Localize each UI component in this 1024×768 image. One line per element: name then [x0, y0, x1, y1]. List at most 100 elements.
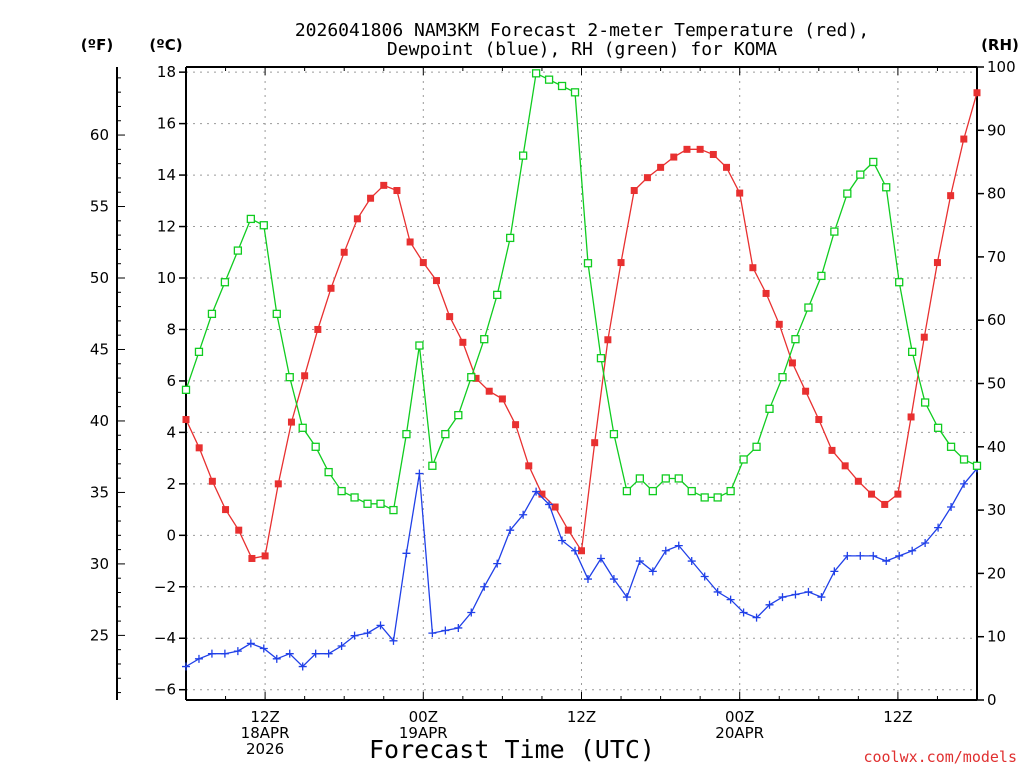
dewpoint-point	[622, 593, 631, 602]
fahrenheit-tick-label: 50	[90, 269, 109, 287]
dewpoint-point	[194, 654, 203, 663]
rh-unit-label: (RH)	[981, 36, 1019, 54]
dewpoint-point	[583, 575, 592, 584]
temperature-point	[248, 554, 256, 562]
dewpoint-point	[778, 593, 787, 602]
rh-point	[480, 335, 489, 344]
temperature-point	[670, 153, 678, 161]
rh-point	[946, 442, 956, 451]
rh-tick-label: 100	[987, 58, 1016, 76]
rh-point	[363, 499, 372, 508]
dewpoint-point	[350, 631, 359, 640]
temperature-point	[551, 503, 559, 511]
temperature-point	[195, 444, 203, 452]
celsius-tick-label: 8	[166, 320, 176, 338]
celsius-tick-label: 12	[157, 218, 176, 236]
rh-point	[972, 461, 982, 470]
dewpoint-point	[558, 536, 567, 545]
x-tick-label: 12Z	[883, 708, 912, 726]
temperature-point	[498, 395, 506, 403]
rh-point	[817, 271, 826, 281]
rh-point	[933, 423, 943, 432]
rh-point	[635, 474, 645, 483]
temperature-point	[960, 135, 968, 143]
rh-point	[518, 151, 528, 160]
rh-point	[908, 347, 917, 357]
dewpoint-point	[233, 647, 242, 656]
series-rh	[181, 69, 982, 515]
temperature-point	[920, 333, 928, 341]
temperature-point	[235, 526, 243, 534]
dewpoint-line	[185, 467, 978, 668]
rh-point	[259, 221, 268, 230]
dewpoint-point	[752, 613, 761, 622]
temperature-point	[472, 374, 480, 382]
temperature-point	[406, 238, 414, 246]
temperature-point	[762, 289, 770, 297]
dewpoint-point	[182, 662, 190, 671]
rh-point	[311, 442, 320, 451]
temperature-point	[973, 89, 981, 97]
rh-point	[648, 486, 657, 496]
dewpoint-point	[311, 649, 320, 658]
rh-point	[765, 404, 774, 413]
rh-point	[350, 493, 359, 502]
rh-tick-label: 50	[987, 375, 1006, 393]
dewpoint-point	[700, 572, 709, 581]
celsius-unit-label: (ºC)	[149, 36, 182, 54]
temperature-point	[657, 163, 665, 171]
rh-point	[895, 278, 904, 287]
fahrenheit-tick-label: 45	[90, 340, 109, 358]
dewpoint-point	[376, 621, 385, 630]
temperature-point	[736, 189, 744, 197]
celsius-tick-label: −6	[154, 681, 176, 699]
celsius-tick-label: −2	[154, 578, 176, 596]
rh-point	[220, 278, 230, 287]
fahrenheit-tick-label: 40	[90, 412, 109, 430]
dewpoint-point	[804, 587, 813, 596]
celsius-tick-label: 18	[157, 63, 176, 81]
rh-point	[272, 309, 281, 319]
fahrenheit-unit-label: (ºF)	[81, 36, 113, 54]
dewpoint-point	[726, 595, 735, 604]
rh-point	[467, 373, 476, 382]
dewpoint-point	[402, 549, 411, 558]
rh-tick-label: 0	[987, 691, 997, 709]
temperature-point	[815, 416, 823, 424]
rh-tick-label: 80	[987, 185, 1006, 203]
gridlines	[186, 67, 977, 700]
temperature-point	[485, 387, 493, 395]
axes: −6 −4 −2 0 2 4 6 8 10 12 14 16 18 25 30 35 40 45 50 55 60 0 10…	[90, 58, 1016, 758]
rh-point	[441, 429, 450, 439]
temperature-point	[802, 387, 810, 395]
temperature-point	[643, 174, 651, 182]
dewpoint-point	[324, 649, 333, 658]
rh-point	[596, 354, 606, 363]
x-tick-label: 12Z	[567, 708, 596, 726]
temperature-point	[907, 413, 915, 421]
rh-point	[830, 227, 839, 236]
rh-point	[713, 493, 722, 502]
temperature-point	[419, 259, 427, 267]
x-tick-label: 00Z	[725, 708, 754, 726]
temperature-point	[564, 526, 572, 534]
dewpoint-point	[259, 644, 268, 653]
rh-point	[493, 290, 502, 300]
temperature-point	[683, 145, 691, 153]
dewpoint-point	[635, 557, 644, 566]
rh-point	[882, 183, 891, 192]
dewpoint-point	[454, 623, 463, 632]
temperature-point	[314, 325, 322, 333]
rh-line	[185, 72, 978, 512]
dewpoint-point	[934, 523, 943, 532]
rh-point	[402, 429, 411, 439]
fahrenheit-tick-label: 55	[90, 198, 109, 216]
temperature-point	[630, 187, 638, 195]
temperature-point	[287, 418, 295, 426]
rh-point	[506, 233, 515, 243]
dewpoint-point	[493, 559, 502, 568]
rh-tick-label: 10	[987, 628, 1006, 646]
dewpoint-point	[415, 469, 424, 478]
dewpoint-point	[713, 587, 722, 596]
dewpoint-point	[285, 649, 294, 658]
